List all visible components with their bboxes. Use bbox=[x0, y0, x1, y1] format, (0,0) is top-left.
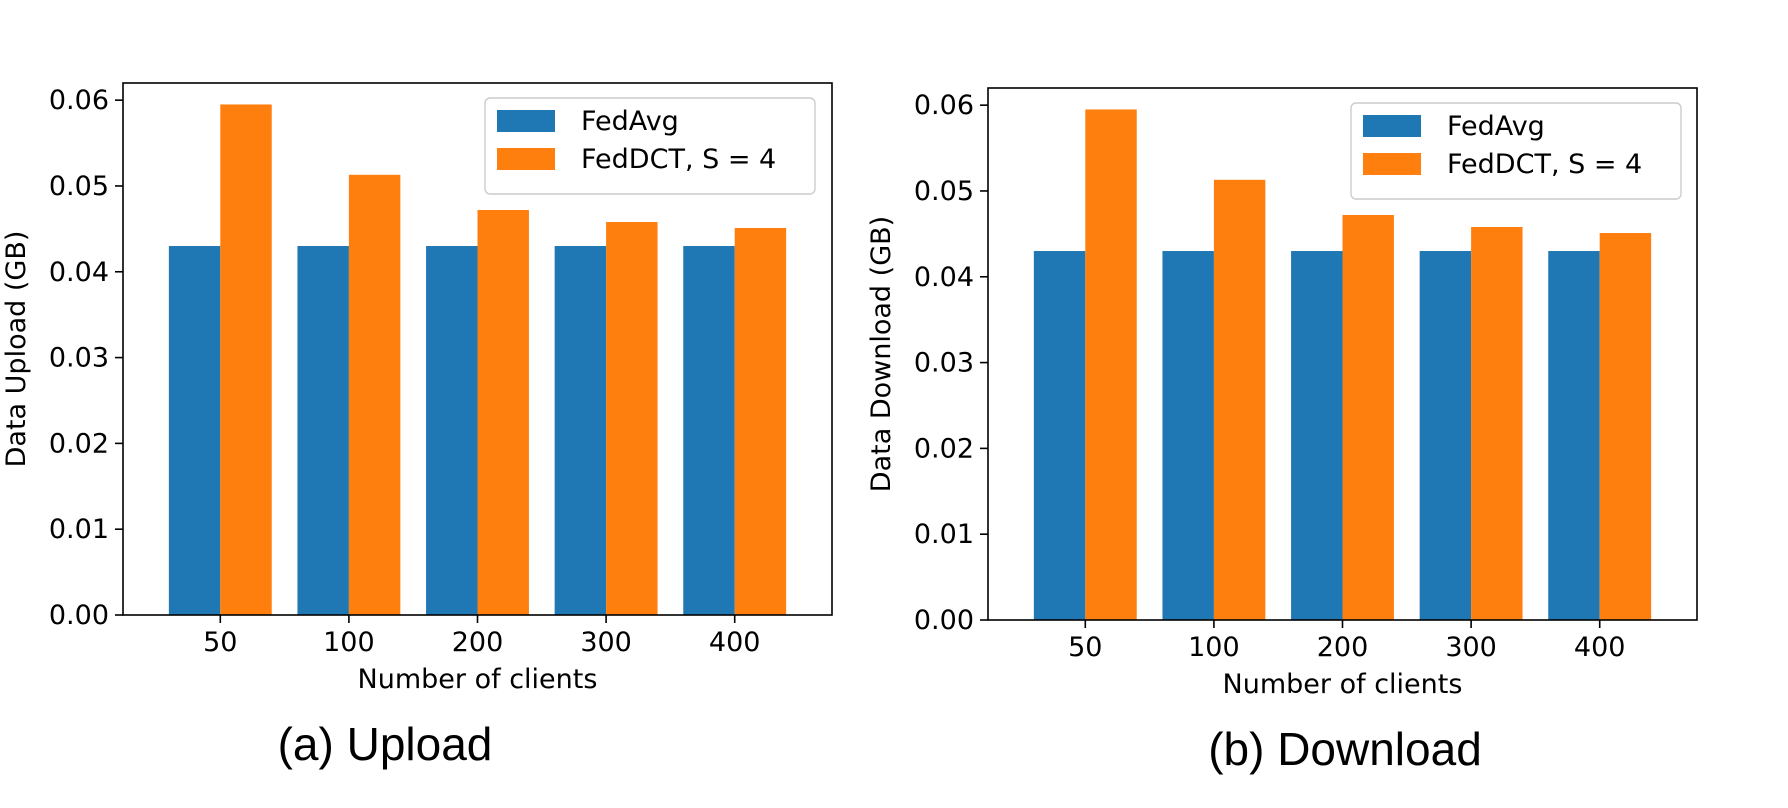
legend-label-2: FedDCT, S = 4 bbox=[1447, 149, 1642, 180]
y-tick-label: 0.00 bbox=[914, 605, 974, 636]
legend-box bbox=[484, 97, 816, 195]
y-axis-label: Data Download (GB) bbox=[866, 216, 897, 492]
bar-feddct-400 bbox=[1599, 233, 1652, 620]
y-tick-label: 0.00 bbox=[49, 600, 109, 631]
panel-caption: (b) Download bbox=[1208, 723, 1482, 775]
bar-fedavg-50 bbox=[1033, 251, 1086, 620]
x-tick-label: 200 bbox=[452, 627, 504, 658]
legend-swatch-1 bbox=[1363, 115, 1421, 137]
bar-fedavg-400 bbox=[683, 246, 735, 615]
bar-fedavg-200 bbox=[1291, 251, 1343, 620]
x-tick-label: 200 bbox=[1317, 632, 1369, 663]
x-tick-label: 100 bbox=[323, 627, 375, 658]
y-tick-label: 0.06 bbox=[914, 90, 974, 121]
panel-caption: (a) Upload bbox=[278, 718, 493, 770]
chart-panel-1: 0.00 0.01 0.02 0.03 0.04 0.05 0.06 50 100 200 300 4… bbox=[1, 82, 833, 770]
x-tick-label: 400 bbox=[1574, 632, 1626, 663]
bar-fedavg-100 bbox=[1162, 251, 1214, 620]
bar-feddct-300 bbox=[606, 222, 658, 615]
x-tick-label: 100 bbox=[1188, 632, 1240, 663]
bar-fedavg-200 bbox=[426, 246, 478, 615]
legend: FedAvg FedDCT, S = 4 bbox=[1350, 102, 1682, 200]
bar-feddct-50 bbox=[1085, 109, 1137, 620]
y-tick-label: 0.01 bbox=[914, 519, 974, 550]
y-axis-label: Data Upload (GB) bbox=[1, 231, 32, 468]
bar-fedavg-50 bbox=[168, 246, 221, 615]
bar-feddct-200 bbox=[477, 209, 529, 616]
legend: FedAvg FedDCT, S = 4 bbox=[484, 97, 816, 195]
legend-swatch-2 bbox=[1363, 153, 1421, 175]
x-tick-label: 50 bbox=[1068, 632, 1102, 663]
chart-panel-2: 0.00 0.01 0.02 0.03 0.04 0.05 0.06 50 100 200 300 4… bbox=[866, 87, 1698, 775]
bar-fedavg-100 bbox=[297, 246, 349, 615]
bar-feddct-300 bbox=[1471, 227, 1523, 620]
legend-box bbox=[1350, 102, 1682, 200]
y-tick-label: 0.04 bbox=[914, 262, 974, 293]
y-tick-label: 0.03 bbox=[49, 343, 109, 374]
legend-swatch-1 bbox=[497, 110, 555, 132]
y-tick-label: 0.05 bbox=[49, 171, 109, 202]
legend-swatch-2 bbox=[497, 148, 555, 170]
y-tick-label: 0.02 bbox=[49, 428, 109, 459]
bar-fedavg-300 bbox=[554, 246, 607, 615]
y-tick-label: 0.02 bbox=[914, 433, 974, 464]
x-tick-label: 300 bbox=[1445, 632, 1497, 663]
bar-feddct-400 bbox=[734, 228, 787, 615]
bar-feddct-100 bbox=[348, 174, 401, 615]
y-tick-label: 0.06 bbox=[49, 85, 109, 116]
x-tick-label: 50 bbox=[203, 627, 237, 658]
x-axis-label: Number of clients bbox=[358, 664, 598, 695]
y-tick-label: 0.01 bbox=[49, 514, 109, 545]
x-tick-label: 400 bbox=[709, 627, 761, 658]
bar-fedavg-400 bbox=[1548, 251, 1600, 620]
y-tick-label: 0.05 bbox=[914, 176, 974, 207]
bar-fedavg-300 bbox=[1419, 251, 1472, 620]
bar-feddct-100 bbox=[1213, 179, 1266, 620]
legend-label-2: FedDCT, S = 4 bbox=[581, 144, 776, 175]
bar-feddct-50 bbox=[220, 104, 272, 615]
x-axis-label: Number of clients bbox=[1223, 669, 1463, 700]
bar-feddct-200 bbox=[1342, 214, 1394, 621]
legend-label-1: FedAvg bbox=[1447, 111, 1545, 142]
x-tick-label: 300 bbox=[580, 627, 632, 658]
y-tick-label: 0.04 bbox=[49, 257, 109, 288]
legend-label-1: FedAvg bbox=[581, 106, 679, 137]
y-tick-label: 0.03 bbox=[914, 348, 974, 379]
